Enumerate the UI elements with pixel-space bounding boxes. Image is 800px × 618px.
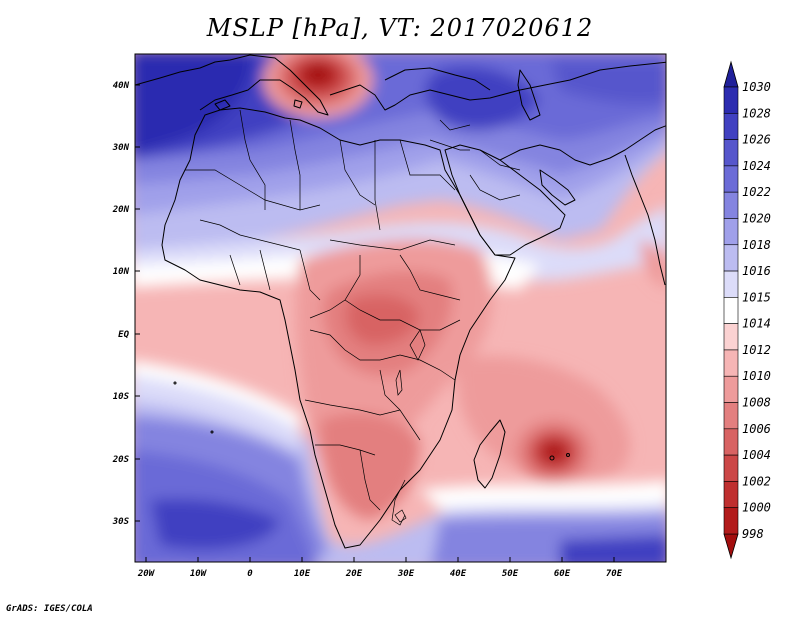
colorbar-swatch — [723, 428, 739, 456]
lat-label-eq: EQ — [118, 330, 129, 340]
colorbar-label: 1015 — [742, 290, 771, 304]
lon-label-30e: 30E — [397, 569, 415, 579]
colorbar-label: 1020 — [742, 211, 771, 225]
colorbar-swatch — [723, 218, 739, 246]
colorbar-label: 1014 — [742, 317, 771, 331]
colorbar-label: 1012 — [742, 343, 771, 357]
lon-label-10e: 10E — [294, 569, 311, 579]
colorbar-swatch — [723, 139, 739, 167]
colorbar: 1030 1028 1026 1024 1022 1020 1018 1016 1015 1014… — [723, 60, 771, 560]
colorbar-label: 998 — [742, 527, 764, 541]
colorbar-swatch — [723, 297, 739, 324]
india-coastline — [624, 154, 666, 286]
colorbar-label: 1004 — [742, 448, 771, 462]
lat-label-20n: 20N — [112, 205, 130, 215]
lon-label-70e: 70E — [606, 569, 623, 579]
lat-label-30n: 30N — [112, 143, 130, 153]
lat-label-20s: 20S — [112, 455, 130, 465]
lat-label-30s: 30S — [112, 517, 130, 527]
colorbar-swatch — [723, 481, 739, 509]
colorbar-swatch — [723, 507, 739, 535]
lon-label-10w: 10W — [190, 569, 208, 579]
colorbar-label: 1010 — [742, 369, 771, 383]
europe-coastline — [135, 54, 329, 116]
lon-labels: 20W 10W 0 10E 20E 30E 40E 50E 60E 70E — [137, 569, 623, 579]
lon-label-50e: 50E — [502, 569, 519, 579]
lat-label-10s: 10S — [113, 392, 130, 402]
colorbar-swatch — [723, 86, 739, 114]
colorbar-label: 1018 — [742, 238, 771, 252]
lat-labels: 40N 30N 20N 10N EQ 10S 20S 30S — [112, 81, 130, 527]
colorbar-bottom-triangle — [723, 533, 739, 560]
lat-label-40n: 40N — [113, 81, 130, 91]
lon-label-20w: 20W — [137, 569, 156, 579]
colorbar-swatch — [723, 323, 739, 351]
colorbar-label: 1008 — [742, 396, 771, 410]
colorbar-swatch — [723, 270, 739, 298]
axis-ticks — [135, 84, 615, 562]
colorbar-swatch — [723, 191, 739, 219]
colorbar-swatch — [723, 349, 739, 377]
colorbar-label: 1006 — [742, 422, 771, 436]
coastlines — [135, 54, 666, 549]
colorbar-swatch — [723, 454, 739, 482]
colorbar-label: 1002 — [742, 474, 771, 488]
colorbar-label: 1026 — [742, 133, 771, 147]
lat-label-10n: 10N — [113, 267, 130, 277]
lon-label-40e: 40E — [450, 569, 467, 579]
country-borders — [185, 109, 521, 526]
colorbar-label: 1024 — [742, 159, 771, 173]
map-title: MSLP [hPa], VT: 2017020612 — [206, 14, 594, 42]
map-frame — [134, 53, 667, 563]
colorbar-top-triangle — [723, 60, 739, 88]
colorbar-swatch — [723, 244, 739, 272]
colorbar-label: 1028 — [742, 106, 771, 120]
colorbar-label: 1000 — [742, 501, 771, 515]
colorbar-label: 1030 — [742, 80, 771, 94]
lon-label-60e: 60E — [554, 569, 571, 579]
arabia-coastline — [444, 144, 566, 256]
lon-label-20e: 20E — [345, 569, 363, 579]
pressure-field — [135, 54, 666, 562]
colorbar-swatch — [723, 112, 739, 140]
madagascar — [473, 419, 506, 489]
lon-label-0: 0 — [247, 569, 253, 579]
africa-coastline — [161, 107, 516, 549]
grads-credit: GrADS: IGES/COLA — [6, 604, 93, 614]
colorbar-swatch — [723, 375, 739, 403]
colorbar-label: 1022 — [742, 185, 771, 199]
colorbar-swatch — [723, 402, 739, 430]
colorbar-label: 1016 — [742, 264, 771, 278]
colorbar-swatch — [723, 165, 739, 193]
